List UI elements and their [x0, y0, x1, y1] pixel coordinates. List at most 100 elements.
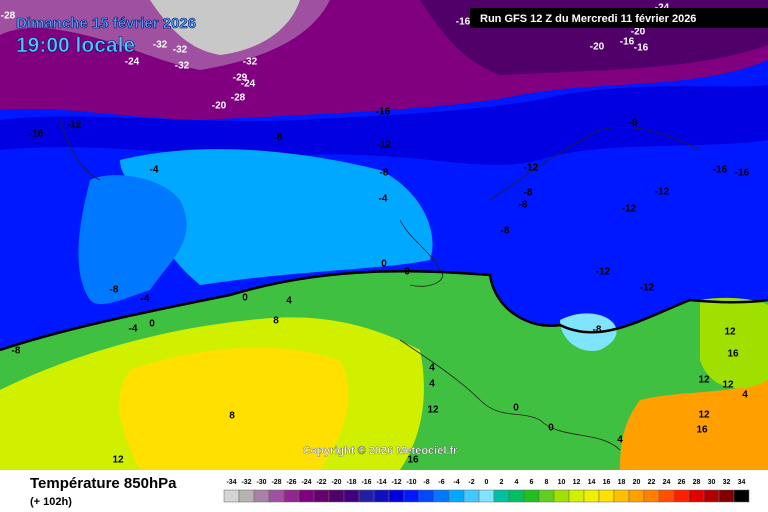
- legend-swatch: [583, 489, 600, 503]
- map-label: 16: [407, 455, 419, 466]
- map-label: 4: [742, 390, 748, 401]
- legend-label: -18: [346, 479, 356, 486]
- legend-swatch: [343, 489, 360, 503]
- legend-label: 12: [573, 479, 581, 486]
- legend-label: -2: [468, 479, 474, 486]
- legend-label: 32: [723, 479, 731, 486]
- legend-swatch: [658, 489, 675, 503]
- legend-label: -4: [453, 479, 459, 486]
- legend-swatch: [313, 489, 330, 503]
- map-label: 0: [381, 259, 387, 270]
- legend-label: 14: [588, 479, 596, 486]
- legend-label: -32: [241, 479, 251, 486]
- forecast-date: Dimanche 15 février 2026: [16, 15, 196, 32]
- map-label: -4: [129, 324, 138, 335]
- map-label: -16: [713, 165, 728, 176]
- legend-swatch: [478, 489, 495, 503]
- legend-swatch: [643, 489, 660, 503]
- legend-label: -6: [438, 479, 444, 486]
- legend-label: 34: [738, 479, 746, 486]
- legend-label: -14: [376, 479, 386, 486]
- map-label: -20: [590, 42, 605, 53]
- map-label: 8: [273, 316, 279, 327]
- legend-label: 8: [545, 479, 549, 486]
- map-label: -12: [655, 187, 670, 198]
- legend-label: 16: [603, 479, 611, 486]
- map-label: -8: [524, 188, 533, 199]
- legend-label: -24: [301, 479, 311, 486]
- footer-title: Température 850hPa: [30, 475, 177, 492]
- forecast-time: 19:00 locale: [16, 34, 135, 57]
- map-label: -32: [153, 40, 168, 51]
- legend-swatch: [388, 489, 405, 503]
- map-label: 8: [229, 411, 235, 422]
- map-label: 16: [727, 349, 739, 360]
- map-label: -8: [593, 325, 602, 336]
- legend-label: -16: [361, 479, 371, 486]
- map-label: -32: [175, 61, 190, 72]
- map-label: 12: [722, 380, 734, 391]
- legend-label: 22: [648, 479, 656, 486]
- map-label: 4: [617, 435, 623, 446]
- legend-label: 18: [618, 479, 626, 486]
- map-label: -12: [622, 204, 637, 215]
- map-label: -20: [212, 101, 227, 112]
- map-label: -8: [110, 285, 119, 296]
- legend-label: 10: [558, 479, 566, 486]
- legend-label: -34: [226, 479, 236, 486]
- footer-lead: (+ 102h): [30, 496, 72, 508]
- map-label: 4: [429, 379, 435, 390]
- legend-label: 28: [693, 479, 701, 486]
- map-label: -28: [231, 93, 246, 104]
- map-labels: -28-32 -32-24 -32 -32-29-24-28-20-16-12-8-1…: [1, 3, 750, 466]
- map-label: -16: [376, 107, 391, 118]
- zero-isotherm: [0, 269, 768, 352]
- legend-swatch: [358, 489, 375, 503]
- run-info: Run GFS 12 Z du Mercredi 11 février 2026: [480, 13, 696, 25]
- legend-swatch: [283, 489, 300, 503]
- legend-label: 30: [708, 479, 716, 486]
- legend-label: -26: [286, 479, 296, 486]
- legend-label: -10: [406, 479, 416, 486]
- map-label: 12: [427, 405, 439, 416]
- legend-label: 4: [515, 479, 519, 486]
- legend-swatch: [448, 489, 465, 503]
- map-background: [0, 0, 768, 470]
- legend-label: -30: [256, 479, 266, 486]
- map-label: 0: [548, 423, 554, 434]
- map-label: -16: [735, 168, 750, 179]
- map-label: -16: [29, 129, 44, 140]
- legend-swatch: [568, 489, 585, 503]
- map-label: -32: [173, 45, 188, 56]
- map-label: -8: [274, 133, 283, 144]
- map-label: -8: [380, 168, 389, 179]
- map-label: -8: [12, 346, 21, 357]
- map-label: 12: [112, 455, 124, 466]
- map-label: 4: [429, 363, 435, 374]
- map-label: 0: [513, 403, 519, 414]
- legend-swatch: [268, 489, 285, 503]
- map-label: -32: [243, 57, 258, 68]
- map-label: -24: [125, 57, 140, 68]
- legend-swatch: [403, 489, 420, 503]
- map-label: 16: [696, 425, 708, 436]
- map-label: -4: [141, 294, 150, 305]
- legend-swatch: [328, 489, 345, 503]
- legend-label: 2: [500, 479, 504, 486]
- map-label: -12: [67, 120, 82, 131]
- map-label: -8: [501, 226, 510, 237]
- map-label: 0: [404, 267, 410, 278]
- legend-label: -12: [391, 479, 401, 486]
- legend-swatch: [493, 489, 510, 503]
- legend-swatch: [523, 489, 540, 503]
- map-label: -24: [241, 79, 256, 90]
- legend-swatch: [553, 489, 570, 503]
- map-label: -16: [634, 43, 649, 54]
- map-label: -12: [596, 267, 611, 278]
- legend: -34 -32 -30 -28 -26 -24 -22 -20 -18 -16 -14 -12 -10-…: [223, 479, 750, 503]
- legend-swatch: [433, 489, 450, 503]
- legend-swatch: [613, 489, 630, 503]
- run-box: [470, 8, 768, 28]
- legend-swatch: [463, 489, 480, 503]
- map-label: 0: [242, 293, 248, 304]
